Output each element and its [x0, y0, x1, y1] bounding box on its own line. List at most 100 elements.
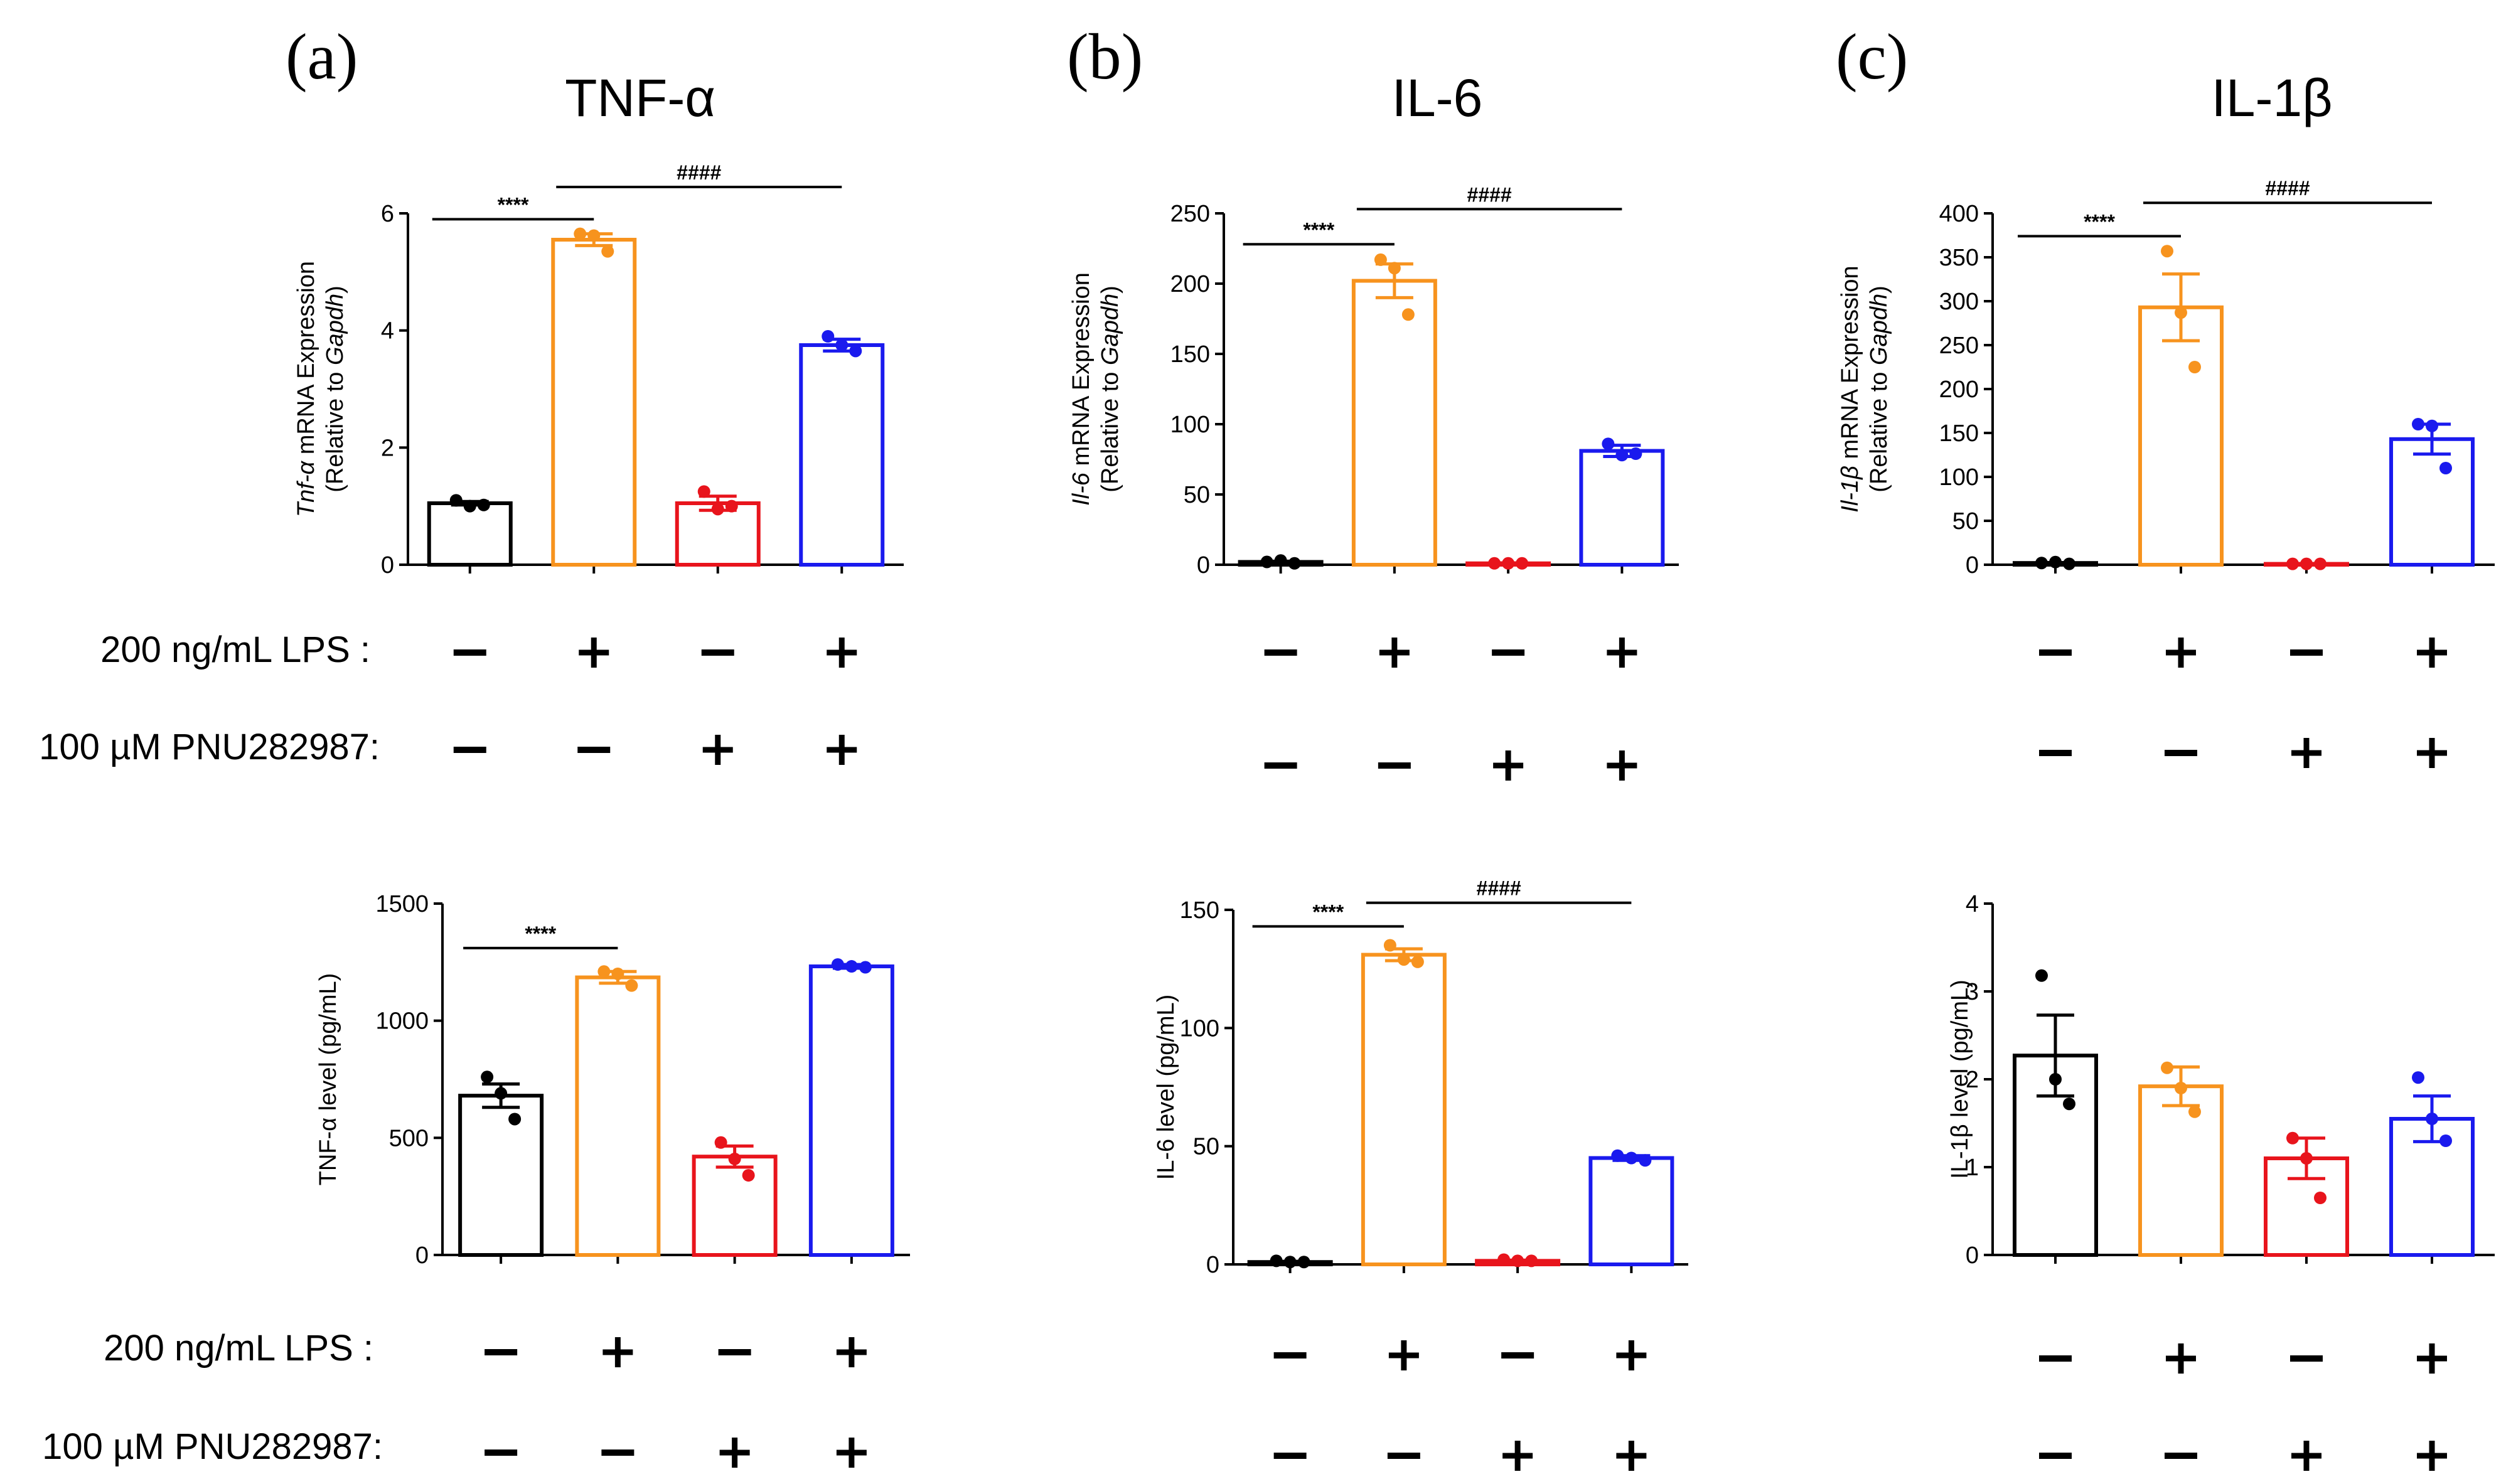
y-axis-label-line2: (Relative to Gapdh): [322, 286, 348, 493]
data-point: [822, 330, 835, 343]
bar-lps-pnu282987: [1588, 1156, 1674, 1266]
panel-label-c: (c): [1836, 21, 1908, 93]
data-point: [2412, 418, 2424, 430]
y-tick-label: 100: [1180, 1015, 1219, 1042]
lps-label-bottom: 200 ng/mL LPS :: [104, 1328, 373, 1369]
pnu-sign: [2291, 1441, 2321, 1471]
data-point: [2426, 419, 2438, 432]
pnu-label-bottom: 100 µM PNU282987:: [42, 1426, 383, 1467]
y-axis-label2-gene: Gapdh: [1866, 294, 1892, 365]
y-tick-label: 0: [1966, 1242, 1979, 1269]
y-tick-label: 200: [1939, 376, 1979, 403]
pnu-sign: [2291, 738, 2321, 768]
y-tick-label: 1500: [375, 891, 429, 917]
y-tick-label: 50: [1193, 1134, 1219, 1160]
chart-tnf-mrna: 0 2 4 6 Tnf-α mRNA Expression (Relative to Ga…: [293, 161, 904, 579]
pnu-sign: [702, 735, 733, 765]
pnu-sign: [827, 735, 857, 765]
y-tick-label: 250: [1939, 333, 1979, 359]
lps-sign: [1379, 638, 1410, 668]
y-tick-label: 0: [1197, 552, 1210, 579]
data-point: [1274, 554, 1287, 567]
data-point: [2063, 557, 2075, 570]
data-point: [2286, 557, 2299, 570]
data-point: [1611, 1149, 1624, 1162]
data-point: [2161, 1061, 2173, 1074]
pnu-sign: [719, 1438, 750, 1468]
data-point: [845, 960, 858, 973]
y-axis-label-text: mRNA Expression: [1068, 272, 1095, 472]
data-point: [2175, 306, 2187, 319]
bar-pnu282987: [675, 501, 761, 567]
chart-il1b-elisa: 0 1 2 3 4 IL-1β level (pg/mL): [1947, 891, 2495, 1269]
data-point: [597, 965, 611, 978]
significance-label: ****: [525, 922, 556, 945]
data-point: [1374, 253, 1387, 266]
data-point: [1639, 1154, 1652, 1167]
data-point: [725, 499, 738, 513]
data-point: [1260, 555, 1273, 569]
data-point: [601, 245, 614, 258]
significance-label: ****: [1303, 218, 1334, 241]
significance-label: ****: [1312, 900, 1344, 923]
lps-sign: [2166, 638, 2196, 668]
y-tick-label: 50: [1952, 508, 1979, 535]
y-axis-label2-post: ): [1097, 286, 1123, 294]
data-point: [1602, 437, 1615, 451]
y-tick-label: 250: [1170, 201, 1210, 227]
data-point: [2035, 969, 2048, 982]
data-point: [611, 968, 624, 980]
y-axis-label2-post: ): [1866, 286, 1892, 294]
data-point: [1401, 308, 1415, 321]
y-axis-label-gene: Il-6: [1068, 472, 1095, 506]
y-tick-label: 2: [1966, 1067, 1979, 1093]
y-tick-label: 350: [1939, 245, 1979, 271]
data-point: [1383, 939, 1396, 952]
data-point: [1297, 1256, 1310, 1269]
data-point: [1502, 557, 1515, 570]
lps-sign: [836, 1337, 867, 1367]
data-point: [1411, 955, 1424, 968]
bar-lps-pnu282987: [2389, 437, 2475, 567]
data-point: [1516, 557, 1529, 570]
data-point: [1270, 1254, 1283, 1268]
y-tick-label: 0: [1966, 552, 1979, 579]
chart-il1b-mrna: 0 50 100 150 200 250 300 350 400 Il-1β mRNA Expre…: [1837, 177, 2495, 579]
y-axis-label2-pre: (Relative to: [1097, 365, 1123, 493]
data-point: [2439, 462, 2452, 474]
bar-lps-pnu282987: [1579, 449, 1665, 567]
panel-label-b: (b): [1067, 21, 1143, 93]
y-axis-label2-post: ): [322, 286, 348, 294]
lps-sign: [827, 638, 857, 668]
y-axis-label-text: mRNA Expression: [1837, 265, 1863, 466]
data-point: [1397, 953, 1410, 966]
data-point: [742, 1169, 755, 1182]
lps-sign: [602, 1337, 633, 1367]
y-tick-label: 6: [381, 201, 394, 227]
data-point: [1288, 557, 1301, 570]
data-point: [714, 1136, 727, 1149]
data-point: [2314, 557, 2327, 570]
lps-sign: [1616, 1340, 1647, 1370]
y-tick-label: 0: [1206, 1252, 1219, 1278]
data-point: [849, 344, 862, 358]
data-point: [2412, 1071, 2424, 1084]
data-point: [1497, 1253, 1511, 1266]
condition-signs-layer: [453, 638, 2447, 1471]
data-point: [2286, 1131, 2299, 1145]
bar-lps: [1351, 279, 1437, 567]
data-point: [481, 1070, 494, 1084]
panel-title-il6: IL-6: [1392, 68, 1483, 127]
data-point: [2314, 1192, 2327, 1204]
data-point: [1625, 1151, 1638, 1165]
data-point: [463, 499, 476, 513]
pnu-sign: [2417, 738, 2447, 768]
lps-sign: [2417, 1343, 2447, 1374]
lps-sign: [2166, 1343, 2196, 1374]
pnu-sign: [836, 1438, 867, 1468]
chart-tnf-elisa: 0 500 1000 1500 TNF-α level (pg/mL) ****: [315, 891, 910, 1269]
y-tick-label: 2: [381, 435, 394, 461]
data-point: [728, 1152, 741, 1165]
chart-il6-mrna: 0 50 100 150 200 250 Il-6 mRNA Expression (Rela…: [1068, 183, 1679, 579]
